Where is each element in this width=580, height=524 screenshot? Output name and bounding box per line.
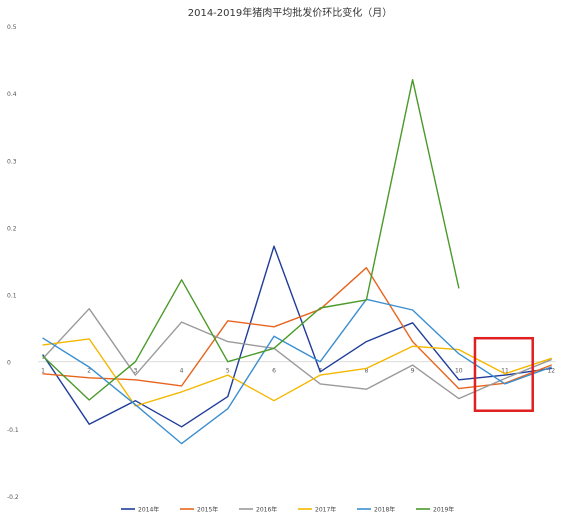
- legend-label: 2015年: [197, 505, 218, 513]
- x-tick-label: 3: [133, 368, 137, 375]
- chart-title: 2014-2019年猪肉平均批发价环比变化（月）: [187, 8, 393, 19]
- series-line-2018年: [42, 298, 552, 445]
- y-tick-label: -0.2: [7, 494, 19, 501]
- y-tick-label: 0.3: [7, 158, 17, 165]
- series-line-2019年: [42, 78, 460, 401]
- x-tick-label: 11: [501, 368, 509, 375]
- series-line-2014年: [42, 245, 552, 428]
- x-tick-label: 1: [41, 368, 45, 375]
- y-tick-label: 0.1: [7, 293, 17, 300]
- y-tick-label: 0: [7, 360, 11, 367]
- y-tick-label: -0.1: [7, 427, 19, 434]
- x-tick-label: 12: [547, 368, 555, 375]
- legend-label: 2018年: [374, 505, 395, 513]
- legend-label: 2017年: [315, 505, 336, 513]
- series-line-2015年: [42, 267, 552, 390]
- legend-label: 2016年: [256, 505, 277, 513]
- x-tick-label: 8: [364, 368, 368, 375]
- x-tick-label: 4: [180, 368, 184, 375]
- x-tick-label: 2: [87, 368, 91, 375]
- y-tick-label: 0.5: [7, 24, 17, 31]
- x-tick-label: 6: [272, 368, 276, 375]
- legend-label: 2019年: [433, 505, 454, 513]
- series-line-2017年: [42, 338, 552, 407]
- highlight-box: [473, 336, 534, 412]
- y-tick-label: 0.2: [7, 225, 17, 232]
- y-tick-label: 0.4: [7, 91, 17, 98]
- legend-label: 2014年: [138, 505, 159, 513]
- x-tick-label: 5: [226, 368, 230, 375]
- series-line-2016年: [42, 308, 552, 400]
- x-tick-label: 9: [411, 368, 415, 375]
- x-tick-label: 10: [455, 368, 463, 375]
